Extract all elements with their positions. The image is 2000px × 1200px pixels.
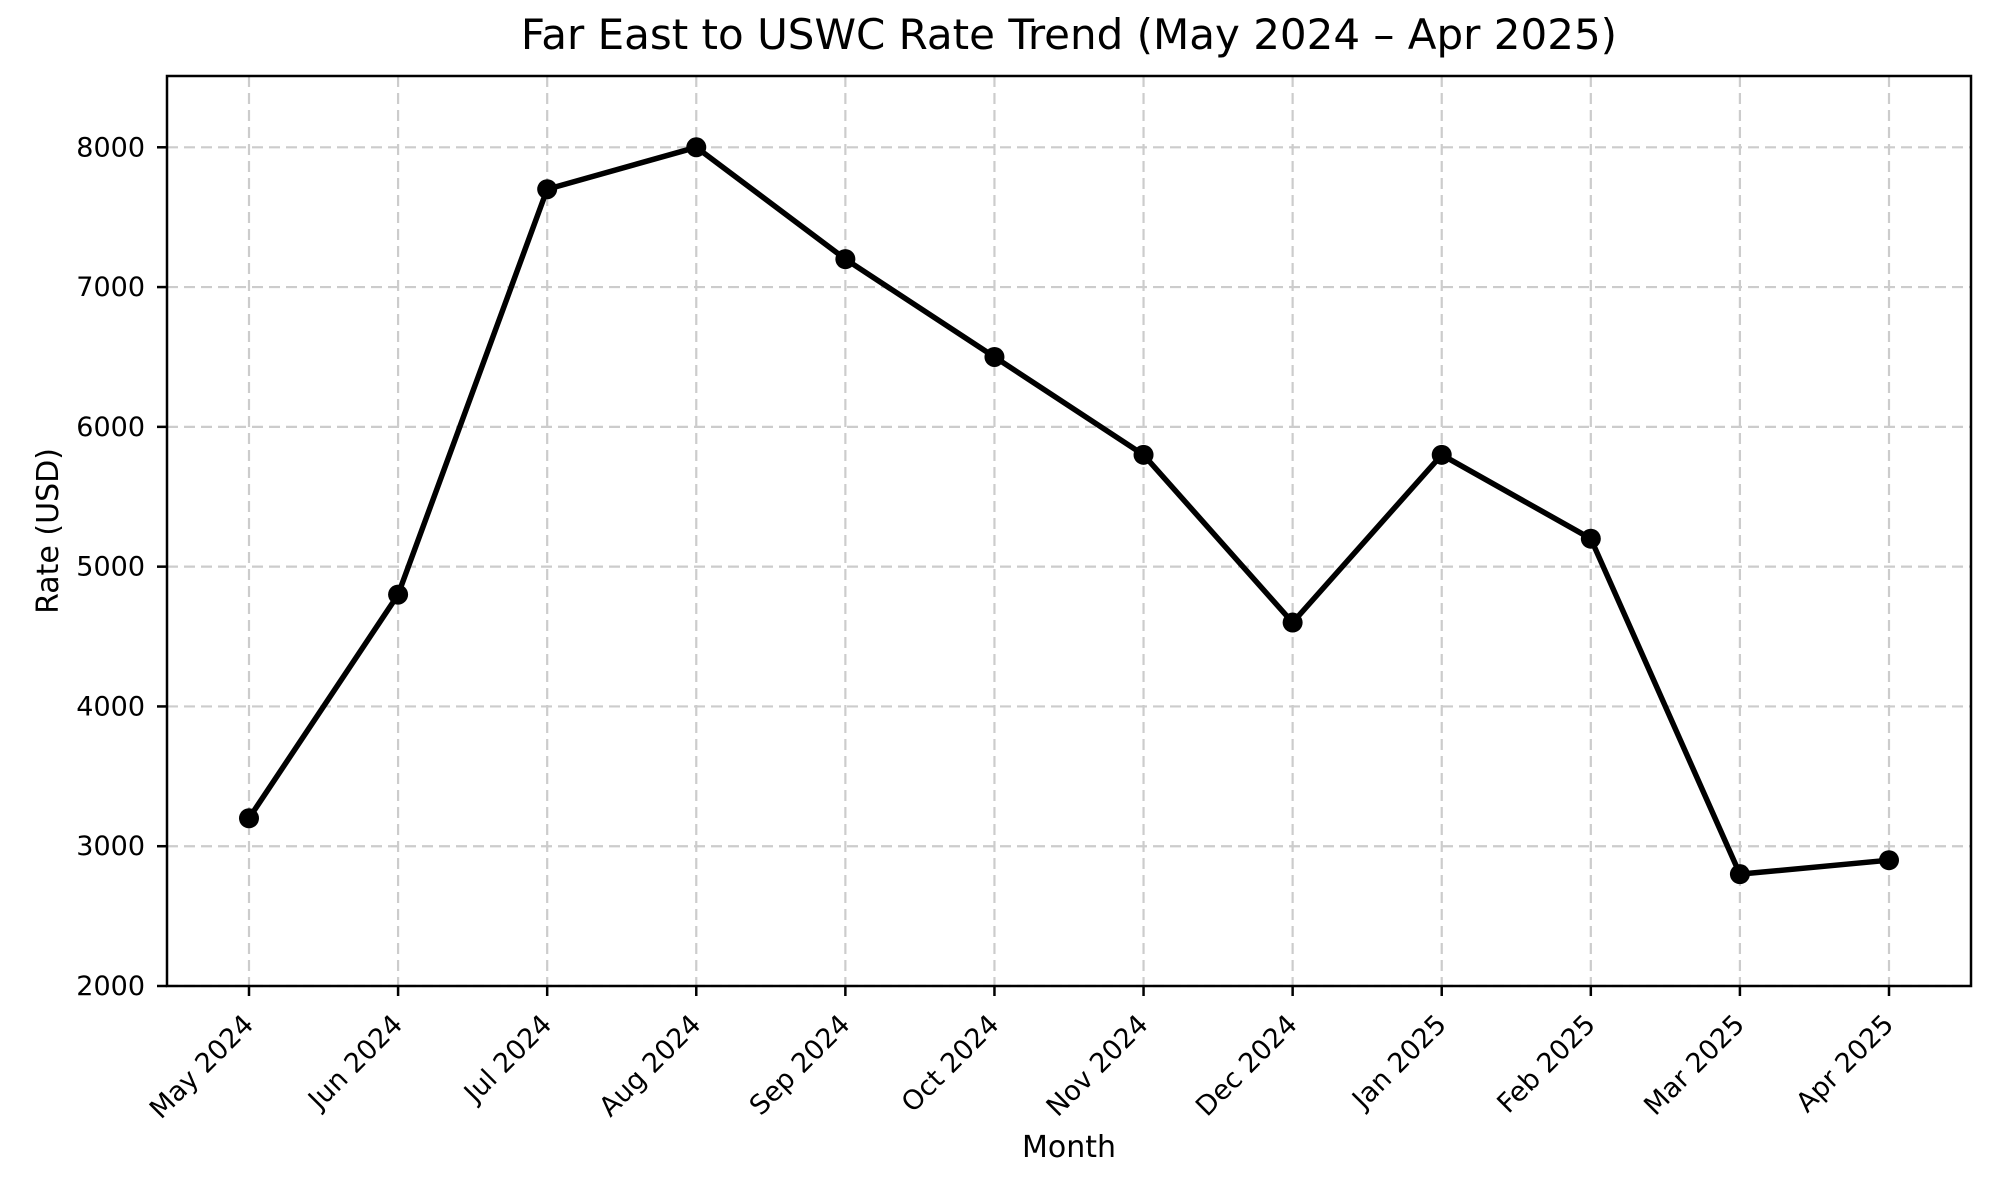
x-axis-label: Month (1022, 1130, 1116, 1165)
data-point-marker (1431, 444, 1452, 465)
data-point-marker (984, 346, 1005, 367)
y-tick-label: 8000 (76, 132, 145, 163)
data-point-marker (388, 584, 409, 605)
y-tick-label: 5000 (76, 552, 145, 583)
data-point-marker (686, 137, 707, 158)
data-point-marker (1282, 612, 1303, 633)
plot-border (165, 74, 1973, 988)
data-point-marker (537, 179, 558, 200)
data-point-marker (1729, 864, 1750, 885)
y-tick-label: 3000 (76, 831, 145, 862)
rate-trend-line (246, 144, 1892, 877)
data-point-marker (1879, 850, 1899, 871)
y-axis-label: Rate (USD) (31, 448, 66, 614)
y-tick-label: 7000 (76, 272, 145, 303)
y-tick-label: 4000 (76, 691, 145, 722)
chart-title: Far East to USWC Rate Trend (May 2024 – … (521, 10, 1617, 59)
data-point-marker (239, 808, 259, 829)
rate-line-series (239, 137, 1899, 885)
data-point-marker (835, 249, 856, 270)
y-tick-label: 6000 (76, 412, 145, 443)
data-point-marker (1133, 444, 1154, 465)
axis-ticks (157, 146, 1891, 996)
y-tick-labels: 2000 3000 4000 5000 6000 7000 8000 (76, 132, 145, 1002)
y-tick-label: 2000 (76, 971, 145, 1002)
data-point-marker (1580, 528, 1601, 549)
